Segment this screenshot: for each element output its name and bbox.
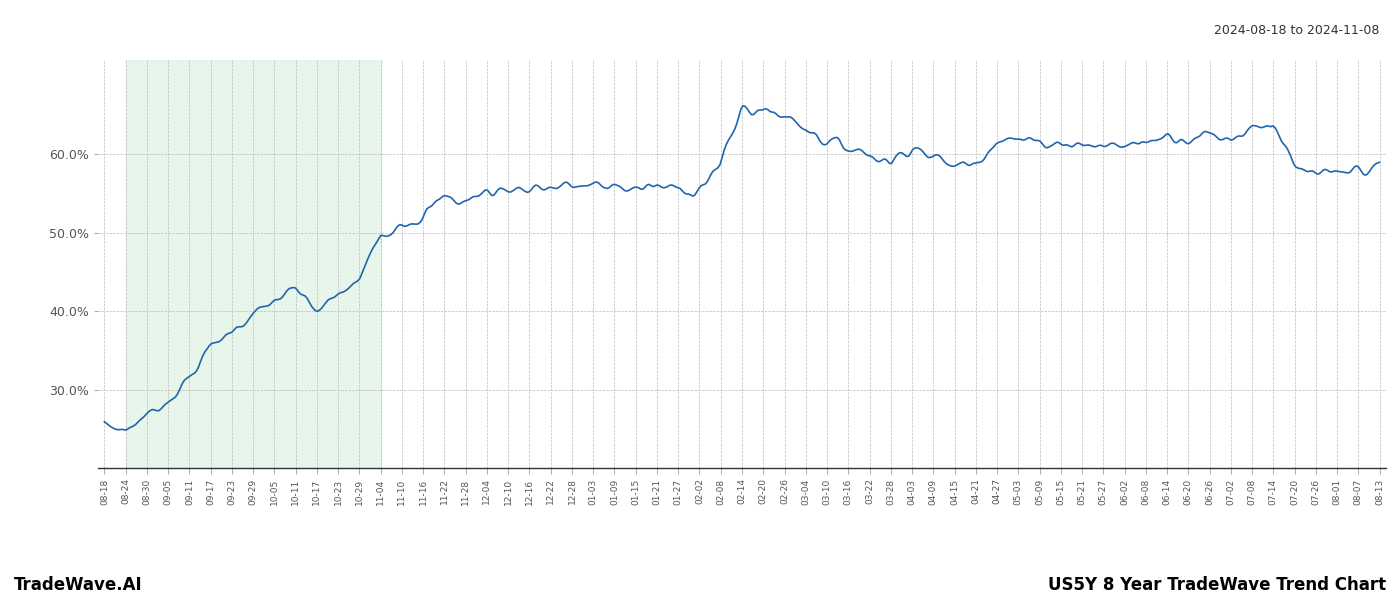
Text: 2024-08-18 to 2024-11-08: 2024-08-18 to 2024-11-08 [1214, 24, 1379, 37]
Bar [126, 60, 381, 468]
Text: TradeWave.AI: TradeWave.AI [14, 576, 143, 594]
Text: US5Y 8 Year TradeWave Trend Chart: US5Y 8 Year TradeWave Trend Chart [1047, 576, 1386, 594]
